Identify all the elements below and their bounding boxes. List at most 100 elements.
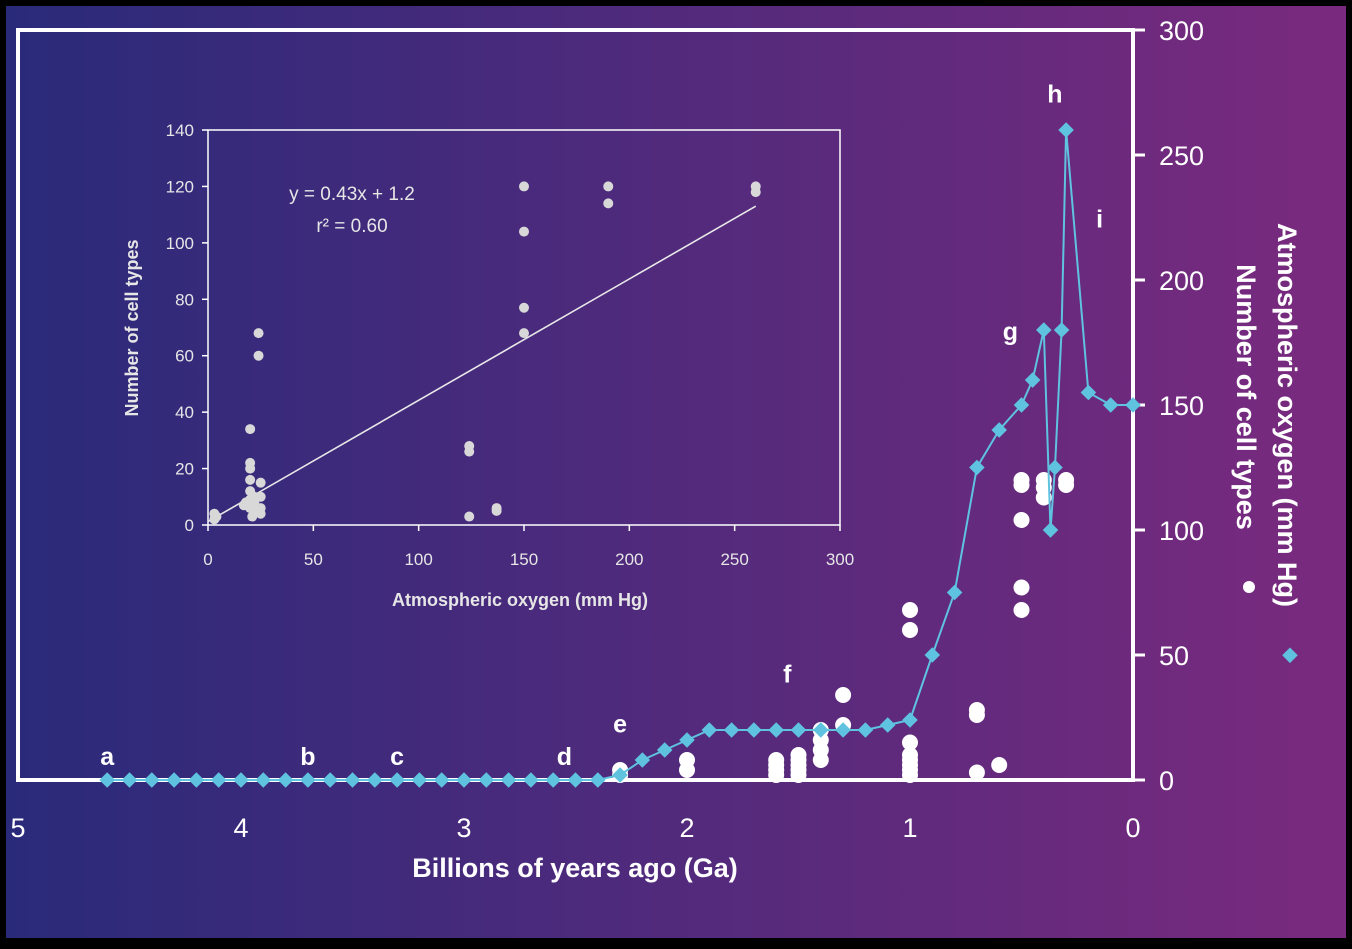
main-x-tick-label: 4: [233, 813, 248, 843]
main-x-tick-label: 0: [1125, 813, 1140, 843]
inset-y-tick-label: 40: [175, 403, 194, 422]
oxygen-point: [188, 772, 205, 788]
inset-x-tick-label: 0: [203, 550, 212, 569]
oxygen-point: [1024, 372, 1041, 388]
inset-point: [603, 198, 614, 209]
annotation-e: e: [613, 711, 627, 739]
main-x-tick-label: 3: [456, 813, 471, 843]
inset-y-tick-label: 0: [185, 516, 194, 535]
main-y-tick-label: 100: [1159, 516, 1204, 546]
inset-x-tick-label: 100: [404, 550, 432, 569]
inset-point: [245, 474, 256, 485]
inset-y-tick-label: 20: [175, 460, 194, 479]
main-x-tick-label: 2: [679, 813, 694, 843]
oxygen-point: [857, 722, 874, 738]
cell-types-point: [902, 734, 918, 751]
annotation-g: g: [1003, 318, 1018, 346]
annotation-i: i: [1096, 206, 1103, 234]
oxygen-point: [590, 772, 606, 788]
oxygen-point: [1036, 322, 1052, 338]
inset-x-tick-label: 150: [510, 550, 538, 569]
main-x-tick-label: 1: [902, 813, 917, 843]
inset-point: [253, 328, 264, 339]
cell-types-point: [991, 757, 1008, 773]
annotation-a: a: [100, 743, 115, 771]
oxygen-point: [902, 712, 918, 728]
oxygen-point: [879, 717, 896, 733]
inset-y-tick-label: 120: [166, 177, 194, 196]
inset-y-tick-label: 140: [166, 121, 194, 140]
inset-x-tick-label: 250: [720, 550, 748, 569]
annotation-b: b: [300, 743, 315, 771]
main-y-tick-label: 150: [1159, 391, 1204, 421]
annotation-d: d: [557, 743, 572, 771]
inset-point: [519, 226, 529, 237]
cell-types-point: [1013, 472, 1030, 488]
oxygen-point: [656, 742, 673, 758]
inset-y-axis-label: Number of cell types: [122, 239, 142, 416]
cell-types-point: [902, 622, 918, 638]
main-y-tick-label: 250: [1159, 141, 1204, 171]
oxygen-point: [545, 772, 561, 788]
legend-cells-marker: [1243, 581, 1255, 593]
inset-plot: 0 20 40 60 80 100 120 140 0 50 100 150 200 250 300: [166, 121, 855, 569]
inset-x-axis-label: Atmospheric oxygen (mm Hg): [392, 590, 648, 610]
oxygen-point: [1125, 397, 1141, 413]
inset-point: [519, 328, 529, 339]
cell-types-point: [835, 687, 852, 703]
cell-types-point: [968, 764, 985, 781]
annotation-f: f: [783, 661, 792, 689]
inset-point: [245, 457, 256, 468]
main-y-tick-label: 300: [1159, 16, 1204, 46]
annotation-h: h: [1047, 81, 1062, 109]
inset-equation: y = 0.43x + 1.2: [289, 184, 415, 205]
oxygen-point: [679, 732, 695, 748]
oxygen-point: [634, 752, 651, 768]
inset-point: [491, 503, 502, 514]
cell-types-point: [679, 752, 695, 768]
inset-point: [750, 181, 761, 192]
oxygen-point: [233, 772, 249, 788]
main-y-tick-label: 200: [1159, 266, 1204, 296]
oxygen-point: [1080, 384, 1097, 401]
oxygen-point: [746, 722, 762, 738]
cell-types-point: [768, 752, 785, 768]
inset-point: [464, 511, 475, 522]
main-x-tick-label: 5: [10, 813, 25, 843]
cell-types-point: [902, 602, 918, 618]
oxygen-point: [1053, 322, 1070, 338]
cell-types-point: [790, 747, 807, 763]
oxygen-point: [1102, 397, 1119, 413]
inset-point: [255, 477, 266, 488]
oxygen-point: [835, 722, 851, 738]
inset-point: [464, 441, 475, 451]
oxygen-point: [1047, 459, 1063, 476]
inset-r-squared: r² = 0.60: [316, 216, 387, 237]
legend-oxygen-marker: [1282, 647, 1298, 664]
annotation-c: c: [390, 743, 404, 771]
inset-point: [245, 424, 256, 435]
inset-point: [519, 302, 529, 313]
inset-point: [255, 503, 266, 514]
cell-types-point: [1013, 579, 1030, 596]
inset-point: [211, 511, 222, 522]
inset-x-tick-label: 50: [304, 550, 323, 569]
inset-y-tick-label: 80: [175, 290, 194, 309]
oxygen-point: [144, 772, 160, 788]
inset-y-tick-label: 100: [166, 234, 194, 253]
main-y-axis-label-cells: Number of cell types: [1231, 264, 1261, 530]
chart-background: [6, 6, 1346, 938]
cell-types-point: [902, 747, 918, 763]
main-x-axis-label: Billions of years ago (Ga): [412, 853, 738, 883]
inset-y-tick-label: 60: [175, 347, 194, 366]
oxygen-point: [612, 767, 628, 783]
oxygen-point: [946, 584, 963, 601]
inset-point: [603, 181, 614, 192]
main-y-tick-label: 0: [1159, 766, 1174, 796]
inset-point: [255, 491, 266, 502]
inset-point: [519, 181, 529, 192]
inset-point: [253, 350, 264, 361]
oxygen-point: [723, 722, 740, 738]
